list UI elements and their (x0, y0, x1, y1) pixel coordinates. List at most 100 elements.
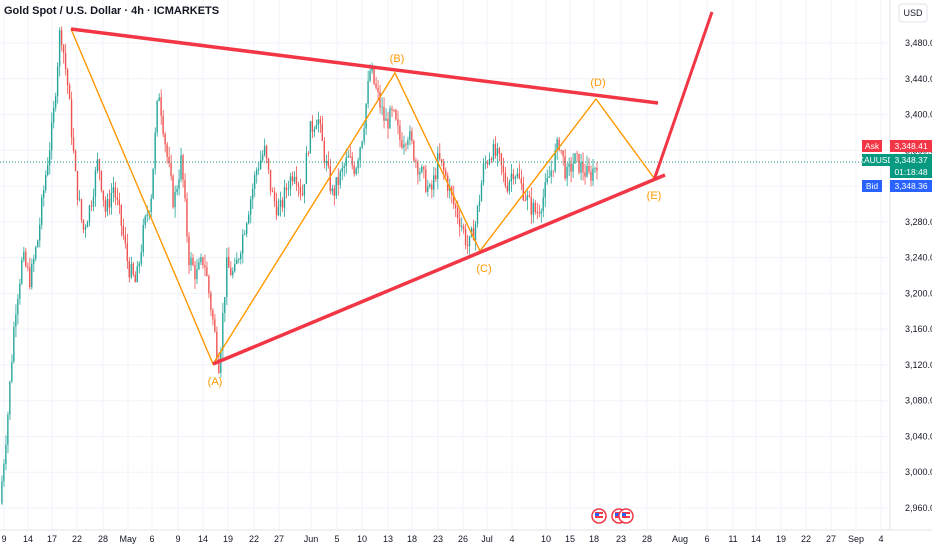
candle-body (156, 100, 158, 133)
candle-body (532, 202, 534, 215)
candle-body (271, 190, 274, 192)
symbol-label: XAUUSD (858, 155, 893, 165)
candle-body (530, 196, 532, 215)
candle-body (17, 298, 19, 315)
candle-body (536, 212, 538, 214)
candle-body (353, 165, 355, 174)
flag-us-icon[interactable] (618, 508, 634, 524)
time-axis[interactable]: 9 14 17 22 28 May 6 9 14 19 22 27 Jun 5 10 13 18 23 26 Jul 4… (1, 534, 883, 544)
candle-body (160, 97, 162, 116)
last-value: 3,348.37 (894, 155, 927, 165)
candle-body (558, 139, 560, 150)
candle-body (321, 123, 323, 141)
time-tick-label: Jul (481, 534, 493, 544)
candle-body (562, 150, 564, 157)
candle-body (68, 85, 71, 100)
candle-body (188, 236, 190, 266)
candle-body (564, 156, 566, 179)
candle-body (586, 166, 588, 177)
candle-body (208, 276, 210, 294)
candle-body (548, 176, 550, 178)
candle-body (369, 71, 371, 81)
candle-body (486, 162, 489, 165)
price-tick-label: 3,000.00 (905, 467, 932, 477)
candle-body (228, 257, 230, 268)
candle-body (508, 181, 511, 192)
candle-body (355, 168, 357, 174)
candle-body (13, 326, 15, 362)
candle-body (504, 172, 507, 186)
price-tick-label: 3,200.00 (905, 288, 932, 298)
candle-body (297, 184, 300, 187)
candle-body (490, 159, 493, 161)
candle-body (134, 274, 136, 283)
candle-body (331, 188, 333, 192)
candle-body (492, 143, 495, 161)
candle-body (313, 129, 316, 132)
time-tick-label: 28 (98, 534, 108, 544)
event-markers[interactable] (591, 508, 634, 524)
candle-body (164, 134, 166, 145)
candle-body (544, 182, 546, 198)
grid (0, 0, 890, 530)
candle-body (375, 83, 377, 88)
time-tick-label: 9 (175, 534, 180, 544)
candle-body (212, 310, 214, 320)
candle-body (287, 189, 290, 191)
bid-value-box (890, 180, 932, 192)
candle-body (514, 176, 517, 179)
time-tick-label: 17 (47, 534, 57, 544)
candle-body (379, 91, 381, 108)
candle-body (506, 185, 509, 192)
flag-us-icon[interactable] (591, 508, 607, 524)
candle-body (39, 224, 41, 241)
candle-body (341, 167, 343, 172)
time-tick-label: 23 (433, 534, 443, 544)
currency-button[interactable] (898, 3, 928, 23)
candle-body (249, 199, 252, 215)
candle-body (584, 172, 586, 177)
candle-body (100, 170, 103, 191)
candle-body (299, 186, 302, 194)
candle-body (582, 161, 584, 173)
candle-body (136, 266, 138, 283)
time-tick-label: 18 (407, 534, 417, 544)
candle-body (158, 97, 160, 101)
candle-body (162, 115, 164, 135)
candle-body (232, 271, 234, 276)
candle-body (176, 188, 178, 192)
candle-body (202, 257, 204, 266)
candle-body (170, 163, 172, 177)
wave-label-c: (C) (476, 263, 491, 275)
candle-body (431, 184, 433, 190)
candle-body (381, 106, 383, 108)
candle-body (319, 119, 321, 124)
time-tick-label: 6 (704, 534, 709, 544)
candle-body (478, 201, 481, 207)
wave-label-b: (B) (390, 53, 405, 65)
candle-body (538, 212, 540, 214)
candle-body (293, 176, 296, 182)
candle-body (419, 172, 421, 175)
price-tick-label: 3,440.00 (905, 74, 932, 84)
candle-body (439, 153, 441, 160)
candle-body (427, 186, 429, 192)
candle-body (128, 261, 130, 278)
candle-body (371, 68, 373, 72)
candle-body (186, 198, 188, 237)
upper-trendline (70, 27, 659, 105)
candle-body (196, 269, 198, 280)
candle-body (303, 184, 306, 196)
candle-body (27, 266, 29, 268)
candle-body (474, 224, 477, 241)
time-tick-label: 22 (72, 534, 82, 544)
candle-body (174, 191, 176, 208)
candle-body (442, 162, 445, 171)
candle-body (92, 196, 95, 207)
candle-body (359, 147, 361, 161)
time-tick-label: 10 (541, 534, 551, 544)
candle-body (482, 163, 485, 184)
candle-body (295, 176, 298, 185)
ask-label: Ask (865, 141, 880, 151)
